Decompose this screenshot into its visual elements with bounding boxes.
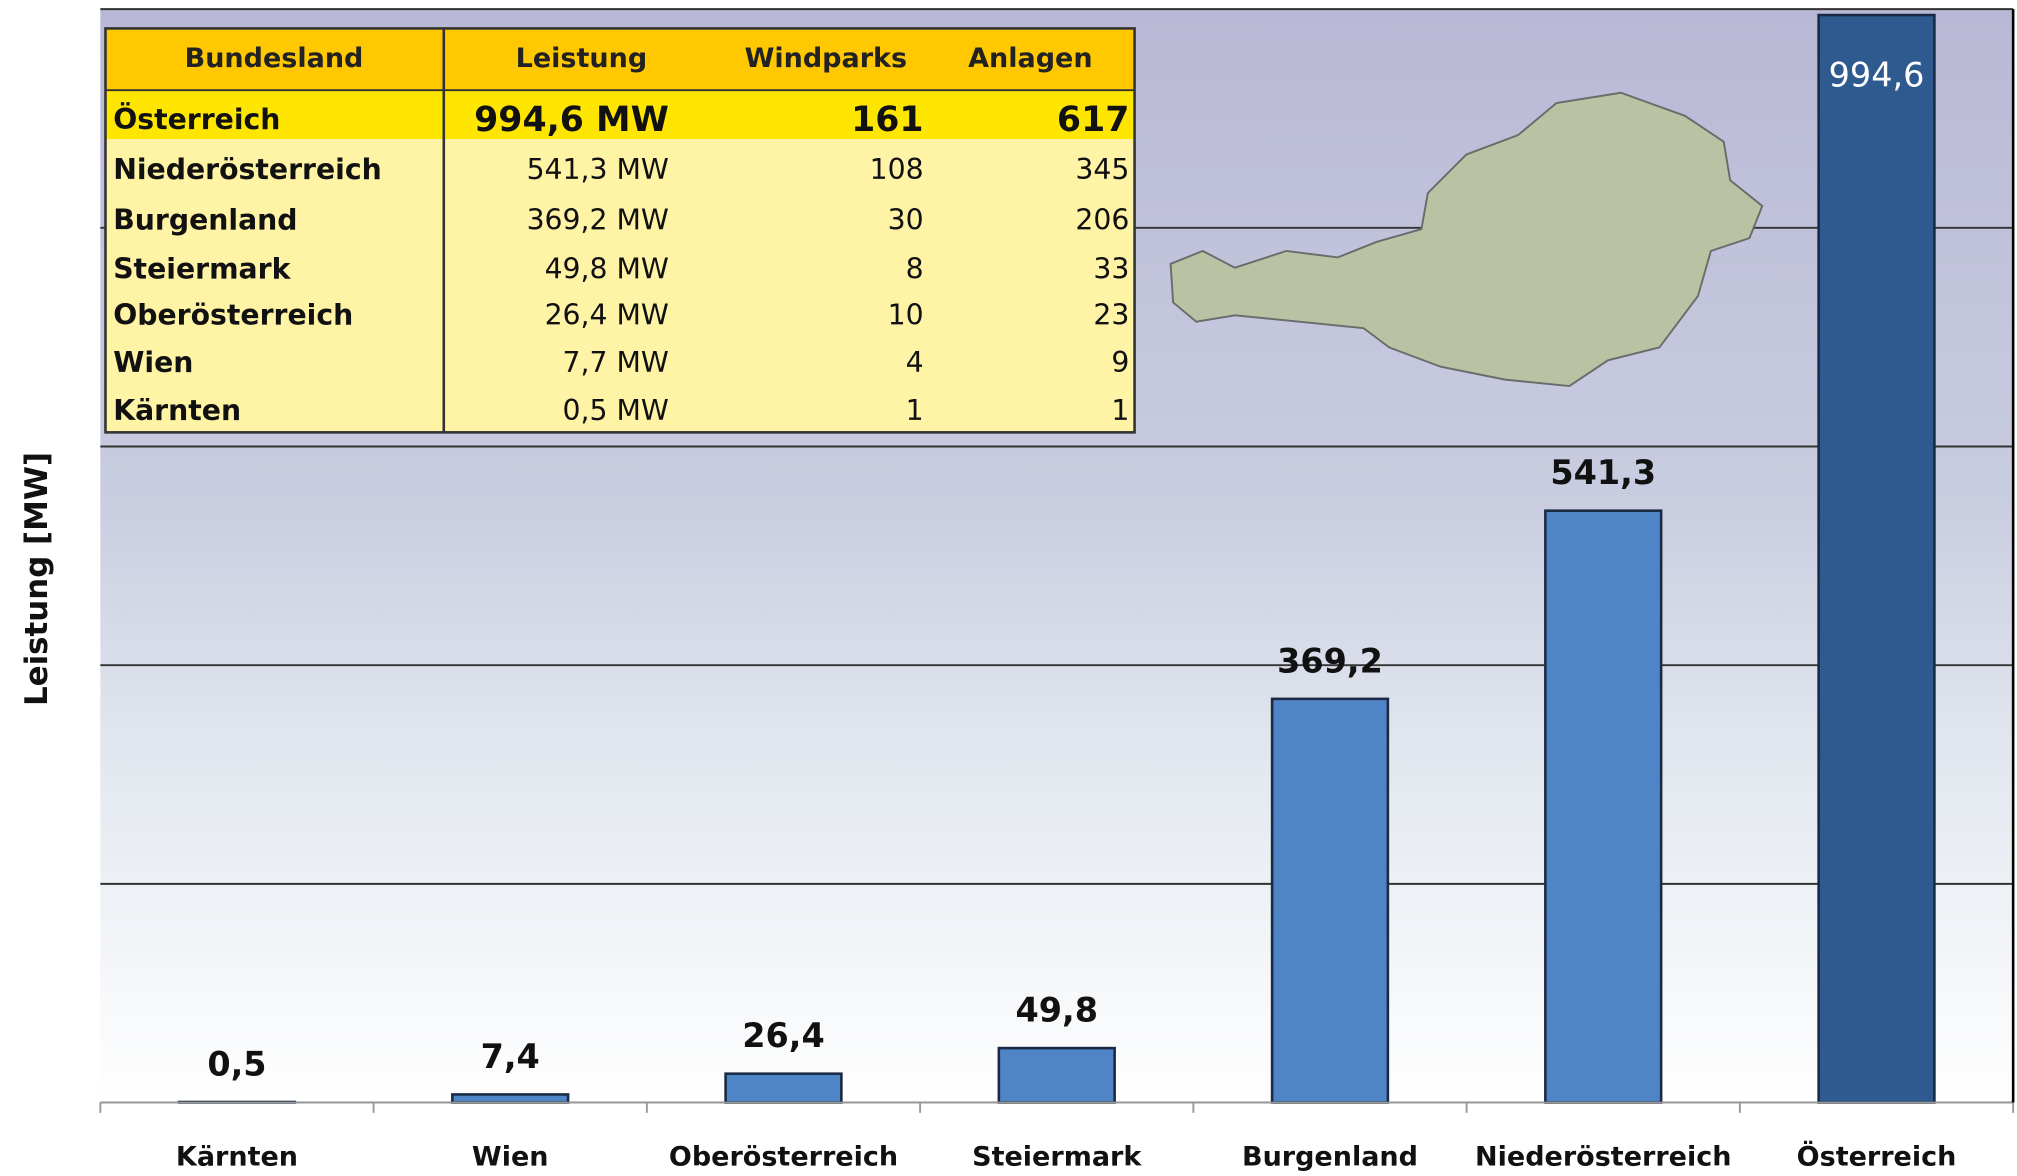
table-header-bg — [105, 28, 1135, 91]
table-cell: Österreich — [113, 102, 280, 136]
x-tick-label: Wien — [472, 1141, 549, 1172]
bars: Kärnten 0,5 Wien 7,4 Oberösterreich 26,4 Steie… — [99, 13, 2015, 1172]
value-label: 541,3 — [1550, 453, 1656, 492]
bar — [451, 1093, 570, 1104]
value-label: 7,4 — [481, 1037, 540, 1076]
table-border — [104, 27, 1136, 434]
table-cell: 10 — [888, 299, 924, 332]
x-tick-label: Niederösterreich — [1475, 1141, 1731, 1172]
table-header: Windparks — [745, 43, 907, 74]
table-cell: 161 — [851, 100, 923, 140]
table-cell: 369,2 MW — [527, 203, 669, 236]
table-cell: 4 — [906, 346, 924, 379]
table-cell: 617 — [1057, 100, 1129, 140]
bar — [724, 1072, 843, 1104]
table-cell: 345 — [1075, 153, 1129, 186]
table-cell: 541,3 MW — [527, 153, 669, 186]
table-cell: 0,5 MW — [563, 394, 669, 427]
table-cell: 26,4 MW — [545, 299, 669, 332]
bar — [1544, 509, 1663, 1104]
table-cell: Wien — [113, 346, 193, 379]
table-cell: 7,7 MW — [563, 346, 669, 379]
table-cell: 1 — [1111, 394, 1129, 427]
austria-map — [1169, 91, 1764, 388]
table-header: Bundesland — [185, 43, 364, 74]
table-cell: 23 — [1093, 299, 1129, 332]
table-header: Leistung — [516, 43, 648, 74]
table-cell: 49,8 MW — [545, 252, 669, 285]
table-cell: Oberösterreich — [113, 299, 353, 332]
table-cell: Niederösterreich — [113, 153, 382, 186]
table-cell: 108 — [870, 153, 924, 186]
data-table: Bundesland Leistung Windparks Anlagen Österr… — [104, 27, 1136, 434]
bar — [1270, 697, 1390, 1104]
table-highlight-row — [105, 90, 1135, 140]
table-cell: 8 — [906, 252, 924, 285]
table-body-bg — [105, 139, 1135, 433]
x-tick-label: Burgenland — [1242, 1141, 1418, 1172]
x-tick-label: Steiermark — [972, 1141, 1142, 1172]
x-tick-label: Kärnten — [176, 1141, 298, 1172]
bar — [997, 1046, 1116, 1104]
table-cell: Steiermark — [113, 252, 291, 285]
table-cell: 33 — [1093, 252, 1129, 285]
value-label: 369,2 — [1277, 641, 1383, 680]
y-axis-label: Leistung [MW] — [19, 452, 55, 706]
table-cell: 994,6 MW — [474, 100, 669, 140]
table-cell: Kärnten — [113, 394, 241, 427]
table-cell: 9 — [1111, 346, 1129, 379]
bar — [1817, 13, 1936, 1104]
value-label: 49,8 — [1015, 991, 1097, 1030]
table-cell: 30 — [888, 203, 924, 236]
x-tick-label: Oberösterreich — [669, 1141, 898, 1172]
table-cell: 1 — [906, 394, 924, 427]
value-label: 0,5 — [207, 1044, 266, 1083]
table-cell: Burgenland — [113, 203, 297, 236]
x-tick-label: Österreich — [1797, 1139, 1957, 1172]
value-label: 26,4 — [742, 1016, 825, 1055]
value-label: 994,6 — [1829, 55, 1925, 94]
table-cell: 206 — [1075, 203, 1129, 236]
table-header: Anlagen — [968, 43, 1092, 74]
